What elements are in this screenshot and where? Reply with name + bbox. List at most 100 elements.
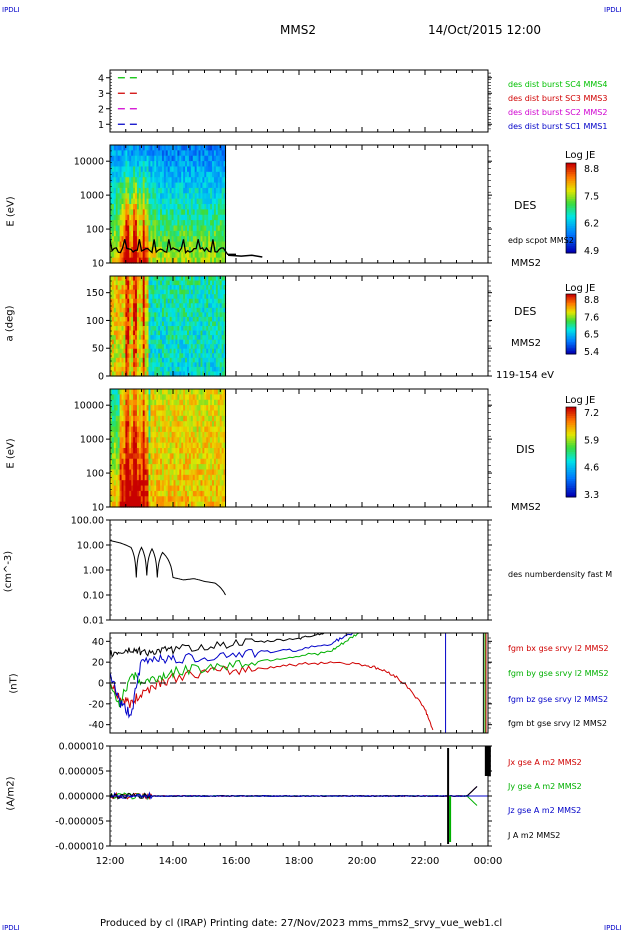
des-pitch-spectrogram: [110, 276, 227, 377]
des-energy-ytick-label: 10000: [74, 157, 104, 168]
jx-legend: Jx gse A m2 MMS2: [508, 758, 582, 767]
burst-frame: [109, 69, 489, 133]
des-pitch-colorbar-frame: [565, 293, 577, 355]
density-legend: des numberdensity fast M: [508, 570, 613, 579]
des-energy-colorbar-tick: 8.8: [584, 164, 599, 175]
density-ytick-label: 10.00: [77, 541, 104, 552]
density-ylabel: (cm^-3): [3, 550, 15, 593]
xtick-label: 16:00: [222, 856, 251, 867]
des-energy-ylabel: E (eV): [5, 196, 17, 227]
density-ytick-label: 1.00: [83, 566, 104, 577]
field-ytick-label: -40: [88, 720, 104, 731]
burst-ytick-label: 4: [98, 73, 104, 84]
des-pitch-colorbar-tick: 5.4: [584, 347, 599, 358]
field-ytick-label: 40: [92, 637, 104, 648]
bt-legend: fgm bt gse srvy l2 MMS2: [508, 719, 607, 728]
field-series-line: [109, 632, 331, 658]
xtick-label: 14:00: [159, 856, 188, 867]
dis-energy-colorbar-tick: 5.9: [584, 435, 599, 446]
dis-energy-colorbar-tick: 4.6: [584, 463, 599, 474]
current-ytick-label: 0.000005: [59, 767, 104, 778]
des-energy-ytick-label: 100: [86, 225, 104, 236]
field-ylabel: (nT): [8, 673, 20, 694]
footer-text: Produced by cl (IRAP) Printing date: 27/…: [100, 918, 503, 929]
des-energy-colorbar: [565, 162, 577, 254]
xtick-label: 20:00: [348, 856, 377, 867]
des-energy-colorbar-tick: 6.2: [584, 219, 599, 230]
density-ytick-label: 0.10: [83, 591, 104, 602]
burst-ytick-label: 3: [98, 89, 104, 100]
burst-ytick-label: 1: [98, 120, 104, 131]
des-energy-spectrogram: [110, 145, 227, 264]
dis-energy-ytick-label: 10: [92, 503, 104, 514]
des-pitch-sublabel: MMS2: [511, 338, 541, 349]
xtick-label: 12:00: [96, 856, 125, 867]
density-frame: [109, 519, 489, 621]
field-ytick-label: 0: [98, 679, 104, 690]
des-pitch-colorbar-tick: 6.5: [584, 330, 599, 341]
dis-energy-ytick-label: 10000: [74, 401, 104, 412]
dis-energy-colorbar-tick: 7.2: [584, 408, 599, 419]
dis-energy-label: DIS: [516, 443, 535, 456]
bz-legend: fgm bz gse srvy l2 MMS2: [508, 695, 609, 704]
des-energy-ytick-label: 1000: [80, 191, 104, 202]
corner-label-bottom-right: IPDLI: [604, 924, 622, 932]
des-pitch-colorbar: [565, 293, 577, 355]
des-pitch-ylabel: a (deg): [4, 305, 16, 342]
des-pitch-ytick-label: 100: [86, 316, 104, 327]
des-energy-colorbar-frame: [565, 162, 577, 254]
des-pitch-label: DES: [514, 305, 537, 318]
dis-energy-colorbar-frame: [565, 406, 577, 498]
current-series-line: [109, 786, 478, 800]
des-energy-label: DES: [514, 199, 537, 212]
des-energy-sublabel: MMS2: [511, 258, 541, 269]
field-ytick-label: 20: [92, 658, 104, 669]
field-ytick-label: -20: [88, 699, 104, 710]
burst-legend-entry: des dist burst SC3 MMS3: [508, 94, 607, 103]
current-ytick-label: -0.000010: [55, 842, 104, 853]
des-energy-colorbar-tick: 4.9: [584, 246, 599, 257]
date-title: 14/Oct/2015 12:00: [428, 23, 542, 37]
by-legend: fgm by gse srvy l2 MMS2: [508, 669, 609, 678]
current-series-line: [109, 786, 478, 800]
burst-legend-entry: des dist burst SC2 MMS2: [508, 108, 607, 117]
dis-energy-spectrogram: [110, 389, 227, 508]
density-series-line: [109, 540, 226, 596]
spacecraft-title: MMS2: [280, 23, 316, 37]
des-pitch-ytick-label: 0: [98, 372, 104, 383]
field-series-line: [109, 632, 362, 708]
xtick-label: 22:00: [411, 856, 440, 867]
j-legend: J A m2 MMS2: [508, 831, 561, 840]
jy-legend: Jy gse A m2 MMS2: [508, 782, 582, 791]
des-pitch-colorbar-tick: 8.8: [584, 295, 599, 306]
burst-legend-entry: des dist burst SC4 MMS4: [508, 80, 607, 89]
current-series-line: [109, 792, 478, 806]
bx-legend: fgm bx gse srvy l2 MMS2: [508, 644, 609, 653]
scpot-line: [109, 239, 236, 255]
des-pitch-colorbar-tick: 7.6: [584, 312, 599, 323]
density-ytick-label: 0.01: [83, 616, 104, 627]
corner-label-top-right: IPDLI: [604, 6, 622, 14]
des-energy-ytick-label: 10: [92, 259, 104, 270]
current-ytick-label: 0.000010: [59, 742, 104, 753]
dis-energy-colorbar-title: Log JE: [565, 395, 596, 406]
des-pitch-colorbar-title: Log JE: [565, 283, 596, 294]
current-ylabel: (A/m2): [5, 776, 17, 811]
dis-energy-colorbar: [565, 406, 577, 498]
xtick-label: 18:00: [285, 856, 314, 867]
burst-legend-entry: des dist burst SC1 MMS1: [508, 122, 607, 131]
field-series-line: [109, 632, 362, 719]
dis-energy-ylabel: E (eV): [5, 438, 17, 469]
corner-label-bottom-left: IPDLI: [2, 924, 20, 932]
pitch-energy-range: 119-154 eV: [496, 370, 554, 381]
xtick-label: 00:00: [474, 856, 503, 867]
scpot-overlay-label: edp scpot MMS2: [508, 236, 574, 245]
dis-energy-ytick-label: 100: [86, 469, 104, 480]
jz-legend: Jz gse A m2 MMS2: [508, 806, 582, 815]
des-energy-colorbar-title: Log JE: [565, 150, 596, 161]
des-pitch-ytick-label: 150: [86, 288, 104, 299]
field-series-line: [109, 661, 434, 731]
scpot-line-tail: [228, 254, 263, 258]
dis-energy-colorbar-tick: 3.3: [584, 490, 599, 501]
